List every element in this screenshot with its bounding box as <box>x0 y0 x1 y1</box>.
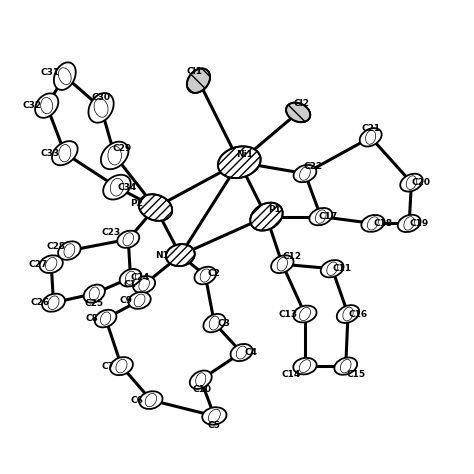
Text: Cl2: Cl2 <box>294 99 310 108</box>
Ellipse shape <box>117 231 139 248</box>
Text: C8: C8 <box>86 314 99 323</box>
Text: C7: C7 <box>101 362 114 371</box>
Ellipse shape <box>52 141 78 165</box>
Text: C25: C25 <box>85 299 104 308</box>
Ellipse shape <box>250 203 283 230</box>
Text: C13: C13 <box>278 310 297 319</box>
Ellipse shape <box>40 255 63 273</box>
Ellipse shape <box>230 344 253 361</box>
Ellipse shape <box>286 102 310 122</box>
Text: C15: C15 <box>346 370 365 379</box>
Text: C20: C20 <box>412 178 431 187</box>
Ellipse shape <box>42 294 65 312</box>
Text: P1: P1 <box>268 205 281 214</box>
Ellipse shape <box>194 267 216 284</box>
Ellipse shape <box>361 215 384 232</box>
Ellipse shape <box>190 371 212 389</box>
Ellipse shape <box>35 93 58 118</box>
Text: C27: C27 <box>28 260 47 269</box>
Ellipse shape <box>83 284 105 303</box>
Text: C24: C24 <box>131 273 150 283</box>
Text: C9: C9 <box>119 296 133 305</box>
Text: C29: C29 <box>112 144 132 153</box>
Ellipse shape <box>54 63 76 90</box>
Ellipse shape <box>58 241 81 260</box>
Ellipse shape <box>293 306 317 322</box>
Ellipse shape <box>139 391 163 409</box>
Text: P2: P2 <box>130 200 143 209</box>
Ellipse shape <box>360 128 382 146</box>
Text: C30: C30 <box>91 93 110 102</box>
Ellipse shape <box>400 173 423 191</box>
Text: C4: C4 <box>245 348 258 357</box>
Text: C22: C22 <box>303 162 323 171</box>
Ellipse shape <box>398 215 420 232</box>
Ellipse shape <box>321 260 344 277</box>
Text: C16: C16 <box>348 310 367 319</box>
Text: C32: C32 <box>23 101 42 110</box>
Text: Cl1: Cl1 <box>187 67 203 76</box>
Text: C12: C12 <box>283 253 302 262</box>
Ellipse shape <box>128 292 151 309</box>
Text: C17: C17 <box>319 212 337 221</box>
Text: N1: N1 <box>155 251 169 260</box>
Text: C14: C14 <box>282 370 301 379</box>
Text: C28: C28 <box>46 242 65 251</box>
Text: C1: C1 <box>123 280 136 289</box>
Ellipse shape <box>120 269 141 287</box>
Ellipse shape <box>110 357 133 375</box>
Ellipse shape <box>293 358 317 374</box>
Ellipse shape <box>203 314 225 332</box>
Text: C19: C19 <box>410 219 429 228</box>
Ellipse shape <box>310 208 332 225</box>
Text: C34: C34 <box>117 182 137 191</box>
Text: C26: C26 <box>30 298 49 307</box>
Text: C5: C5 <box>208 421 221 430</box>
Ellipse shape <box>139 194 172 221</box>
Text: C11: C11 <box>333 264 352 273</box>
Text: C10: C10 <box>192 385 211 394</box>
Ellipse shape <box>166 244 195 266</box>
Ellipse shape <box>271 255 293 273</box>
Text: C6: C6 <box>131 396 144 405</box>
Ellipse shape <box>133 276 155 293</box>
Text: C33: C33 <box>41 149 60 158</box>
Text: C21: C21 <box>361 124 380 133</box>
Ellipse shape <box>293 165 316 182</box>
Ellipse shape <box>218 146 261 178</box>
Ellipse shape <box>103 175 131 200</box>
Ellipse shape <box>187 68 210 93</box>
Ellipse shape <box>95 310 117 328</box>
Text: C23: C23 <box>101 228 120 237</box>
Text: C3: C3 <box>218 319 231 328</box>
Ellipse shape <box>337 305 359 323</box>
Ellipse shape <box>89 93 114 123</box>
Ellipse shape <box>334 357 357 375</box>
Ellipse shape <box>101 142 128 169</box>
Text: C31: C31 <box>41 68 60 77</box>
Text: C2: C2 <box>208 269 221 278</box>
Text: Ni1: Ni1 <box>236 150 253 159</box>
Ellipse shape <box>202 407 227 425</box>
Text: C18: C18 <box>374 219 392 228</box>
